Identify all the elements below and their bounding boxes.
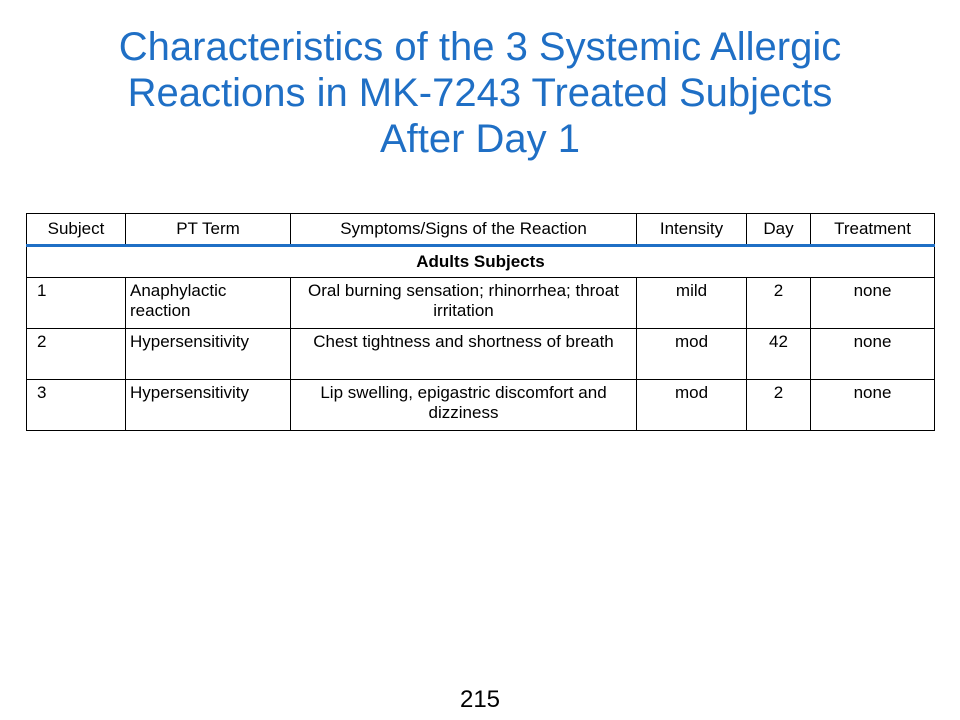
allergic-reactions-table: Subject PT Term Symptoms/Signs of the Re… (26, 213, 935, 431)
table-header-row: Subject PT Term Symptoms/Signs of the Re… (26, 213, 935, 247)
header-pt-term: PT Term (125, 213, 291, 247)
cell-symptoms: Oral burning sensation; rhinorrhea; thro… (290, 277, 637, 329)
page-number: 215 (459, 686, 501, 713)
cell-symptoms: Lip swelling, epigastric discomfort and … (290, 379, 637, 431)
table-row: 2 Hypersensitivity Chest tightness and s… (26, 328, 935, 380)
cell-intensity: mod (636, 379, 747, 431)
header-treatment: Treatment (810, 213, 935, 247)
cell-intensity: mild (636, 277, 747, 329)
cell-treatment: none (810, 379, 935, 431)
cell-pt-term: Hypersensitivity (125, 379, 291, 431)
table-row: 3 Hypersensitivity Lip swelling, epigast… (26, 379, 935, 431)
cell-day: 2 (746, 379, 811, 431)
table-row: 1 Anaphylactic reaction Oral burning sen… (26, 277, 935, 329)
title-line-3: After Day 1 (379, 117, 581, 161)
header-symptoms: Symptoms/Signs of the Reaction (290, 213, 637, 247)
header-day: Day (746, 213, 811, 247)
section-label: Adults Subjects (26, 245, 935, 278)
header-intensity: Intensity (636, 213, 747, 247)
header-subject: Subject (26, 213, 126, 247)
cell-treatment: none (810, 328, 935, 380)
cell-pt-term: Hypersensitivity (125, 328, 291, 380)
cell-pt-term: Anaphylactic reaction (125, 277, 291, 329)
cell-subject: 3 (26, 379, 126, 431)
cell-intensity: mod (636, 328, 747, 380)
cell-day: 42 (746, 328, 811, 380)
cell-treatment: none (810, 277, 935, 329)
cell-day: 2 (746, 277, 811, 329)
cell-subject: 2 (26, 328, 126, 380)
section-row: Adults Subjects (26, 245, 935, 278)
title-line-1: Characteristics of the 3 Systemic Allerg… (118, 25, 842, 69)
slide-title: Characteristics of the 3 Systemic Allerg… (30, 24, 930, 162)
title-line-2: Reactions in MK-7243 Treated Subjects (127, 71, 833, 115)
cell-symptoms: Chest tightness and shortness of breath (290, 328, 637, 380)
cell-subject: 1 (26, 277, 126, 329)
